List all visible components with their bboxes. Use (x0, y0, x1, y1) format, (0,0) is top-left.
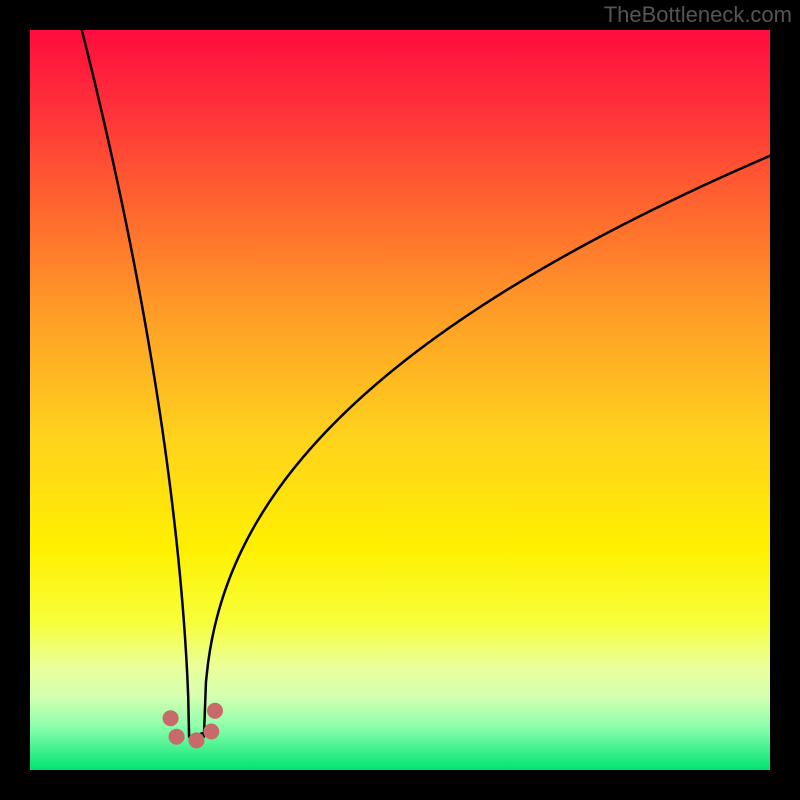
highlight-dot (163, 710, 179, 726)
bottleneck-chart-svg (0, 0, 800, 800)
highlight-dot (189, 732, 205, 748)
highlight-dot (203, 724, 219, 740)
figure-frame: TheBottleneck.com (0, 0, 800, 800)
highlight-dot (207, 703, 223, 719)
highlight-dot (169, 729, 185, 745)
plot-gradient-background (30, 30, 770, 770)
